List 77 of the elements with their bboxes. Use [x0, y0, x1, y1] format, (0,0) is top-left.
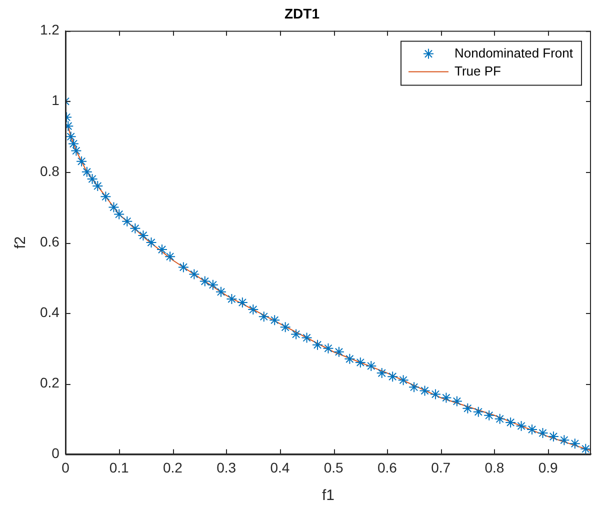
point: [440, 392, 452, 404]
x-tick-label: 0.7: [431, 459, 451, 476]
point: [207, 279, 218, 290]
point: [462, 402, 474, 414]
y-tick-label: 0.2: [40, 374, 60, 390]
legend-label: True PF: [454, 63, 502, 78]
y-tick-label: 0.4: [40, 304, 60, 320]
point: [376, 368, 388, 379]
point: [322, 342, 334, 354]
x-tick-label: 0.2: [162, 459, 183, 476]
chart-title: ZDT1: [284, 5, 320, 22]
point: [226, 293, 238, 304]
point: [333, 346, 344, 358]
point: [76, 156, 88, 167]
x-tick-label: 0.4: [270, 459, 290, 476]
point: [548, 431, 559, 442]
point: [301, 332, 312, 344]
point: [215, 286, 226, 298]
x-tick-label: 0.9: [538, 459, 558, 476]
point: [516, 420, 527, 432]
point: [451, 396, 462, 407]
point: [494, 413, 506, 424]
x-tick-label: 0: [62, 459, 70, 476]
point: [114, 208, 125, 220]
point: [122, 216, 133, 227]
point: [537, 428, 548, 439]
x-tick-label: 0.1: [109, 459, 130, 476]
point: [81, 166, 92, 178]
x-axis-title: f1: [322, 487, 334, 504]
y-tick-label: 1: [52, 92, 60, 108]
point: [258, 311, 270, 322]
point: [164, 251, 176, 262]
y-tick-label: 0.8: [40, 162, 60, 179]
point: [146, 237, 157, 248]
point: [70, 145, 82, 156]
point: [236, 296, 248, 308]
x-tick-label: 0.6: [377, 459, 398, 476]
point: [92, 180, 104, 192]
point: [188, 268, 200, 280]
point: [248, 304, 259, 316]
point: [199, 276, 210, 287]
y-tick-label: 1.2: [40, 22, 60, 38]
point: [68, 138, 80, 150]
y-tick-label: 0: [52, 445, 60, 462]
y-tick-label: 0.6: [40, 233, 60, 250]
point: [505, 416, 516, 428]
point: [526, 424, 538, 435]
point: [344, 353, 356, 364]
point: [312, 339, 324, 350]
y-axis-title: f2: [12, 236, 30, 249]
point: [430, 388, 441, 400]
point: [398, 374, 409, 386]
point: [558, 434, 570, 446]
point: [108, 202, 120, 213]
point: [408, 382, 420, 393]
x-tick-label: 0.5: [324, 459, 344, 476]
x-tick-label: 0.3: [216, 459, 236, 476]
point: [290, 328, 302, 340]
point: [419, 385, 430, 396]
point: [580, 443, 591, 454]
point: [569, 438, 580, 450]
point: [86, 173, 98, 184]
legend-label: Nondominated Front: [454, 45, 574, 60]
x-tick-label: 0.8: [484, 459, 504, 476]
point: [387, 371, 398, 382]
point: [100, 191, 112, 202]
point: [130, 222, 141, 234]
point: [138, 230, 149, 241]
point: [65, 131, 76, 142]
point: [156, 244, 168, 256]
point: [354, 356, 366, 368]
point: [484, 410, 495, 421]
point: [366, 360, 377, 372]
point: [269, 314, 280, 326]
point: [178, 262, 189, 273]
point: [280, 322, 291, 333]
point: [472, 406, 484, 418]
